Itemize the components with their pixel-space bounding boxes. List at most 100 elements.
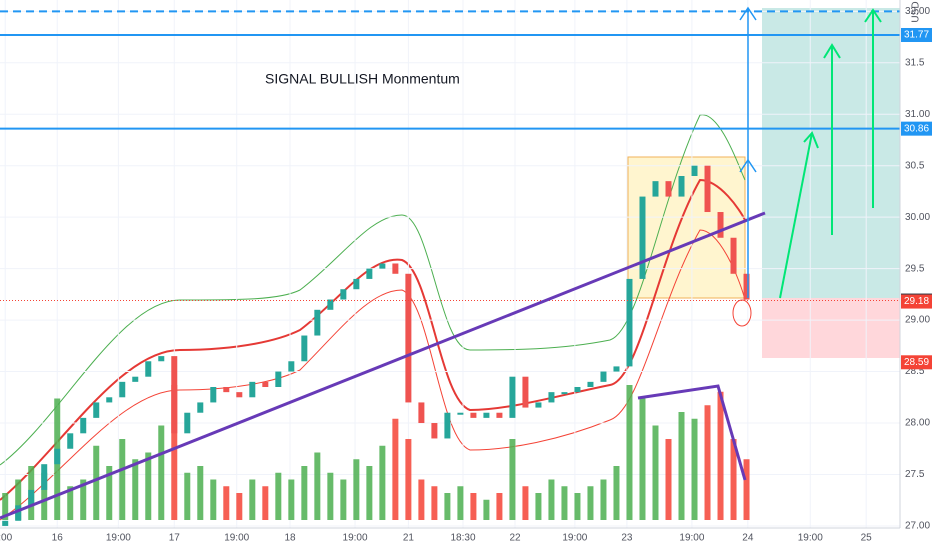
- volume-bar: [249, 479, 256, 520]
- candle: [171, 356, 178, 434]
- candle: [704, 165, 711, 213]
- volume-bar: [470, 493, 477, 520]
- candle: [80, 417, 87, 434]
- volume-bar: [496, 493, 503, 520]
- volume-bar: [431, 486, 438, 520]
- price-tag: [901, 355, 932, 370]
- candle: [418, 402, 425, 424]
- y-tick-label: 30.5: [905, 160, 925, 171]
- volume-bar: [392, 418, 399, 520]
- volume-bar: [197, 466, 204, 520]
- target-arrows: [739, 6, 757, 298]
- volume-bar: [262, 486, 269, 520]
- candle: [665, 181, 672, 197]
- candle: [626, 278, 633, 367]
- volume-bar: [327, 472, 334, 520]
- candle: [405, 273, 412, 403]
- volume-bar: [353, 459, 360, 520]
- volume-trendline: [637, 384, 747, 481]
- volume-bar: [691, 418, 698, 520]
- y-tick-label: 31.5: [905, 57, 925, 68]
- price-tag: [901, 27, 932, 42]
- candle: [509, 376, 516, 418]
- volume-bar: [444, 493, 451, 520]
- x-tick-label: 25: [861, 533, 873, 544]
- candle: [431, 423, 438, 439]
- candle: [210, 386, 217, 403]
- candle: [340, 289, 347, 300]
- y-tick-label: 29.5: [905, 263, 925, 274]
- volume-bar: [366, 466, 373, 520]
- volume-bar: [665, 439, 672, 520]
- candle: [561, 392, 568, 395]
- volume-bar: [548, 479, 555, 520]
- candle: [392, 263, 399, 274]
- candle: [639, 196, 646, 279]
- volume-bar: [15, 479, 22, 520]
- y-tick-label: 28.00: [905, 418, 930, 429]
- volume-bar: [730, 439, 737, 520]
- candle: [717, 212, 724, 238]
- volume-bar: [457, 486, 464, 520]
- x-tick-label: 18: [284, 533, 296, 544]
- candle: [613, 366, 620, 372]
- price-tag-label: 28.59: [904, 357, 929, 368]
- candle: [236, 392, 243, 398]
- volume-bar: [67, 486, 74, 520]
- volume-bar: [171, 385, 178, 520]
- candle: [353, 278, 360, 290]
- volume-bar: [236, 493, 243, 520]
- candle: [457, 412, 464, 415]
- volume-bar: [587, 486, 594, 520]
- candle: [15, 505, 22, 521]
- volume-bar: [223, 486, 230, 520]
- volume-bar: [210, 479, 217, 520]
- x-tick-label: 24: [742, 533, 754, 544]
- candle: [483, 412, 490, 418]
- volume-bar: [418, 479, 425, 520]
- volume-bar: [379, 445, 386, 520]
- candle: [262, 381, 269, 387]
- volume-bar: [314, 452, 321, 520]
- volume-bar: [41, 472, 48, 520]
- volume-bar: [574, 493, 581, 520]
- candle: [379, 263, 386, 269]
- candle: [587, 381, 594, 387]
- volume-bar: [2, 493, 9, 520]
- candle: [535, 402, 542, 408]
- candle: [2, 520, 9, 526]
- volume-bar: [704, 405, 711, 520]
- volume-bar: [600, 479, 607, 520]
- price-tag-label: 30.86: [904, 123, 929, 134]
- candle: [730, 237, 737, 274]
- candle: [288, 361, 295, 372]
- candle: [301, 335, 308, 362]
- candle: [106, 397, 113, 403]
- candle: [574, 386, 581, 393]
- volume-bar: [106, 466, 113, 520]
- candle: [119, 381, 126, 398]
- x-tick-label: 17: [169, 533, 181, 544]
- volume-bar: [509, 439, 516, 520]
- candle: [249, 381, 256, 398]
- price-tag-label: 29.18: [904, 296, 929, 307]
- currency-label: USD: [911, 1, 922, 22]
- y-tick-label: 32.00: [905, 6, 930, 17]
- candle: [197, 402, 204, 413]
- lower-band: [0, 229, 746, 521]
- volume-bar: [522, 486, 529, 520]
- y-tick-label: 31.00: [905, 109, 930, 120]
- candle: [28, 489, 35, 506]
- bull-arrows: [779, 8, 882, 299]
- candle: [548, 392, 555, 403]
- y-tick-label: 28.5: [905, 366, 925, 377]
- candle: [314, 309, 321, 336]
- volume-bar: [184, 472, 191, 520]
- volume-bar: [145, 452, 152, 520]
- candle: [158, 356, 165, 362]
- volume-bar: [93, 445, 100, 520]
- volume-bar: [483, 499, 490, 520]
- candle: [67, 433, 74, 449]
- loss-zone: [762, 298, 900, 358]
- y-tick-label: 27.5: [905, 469, 925, 480]
